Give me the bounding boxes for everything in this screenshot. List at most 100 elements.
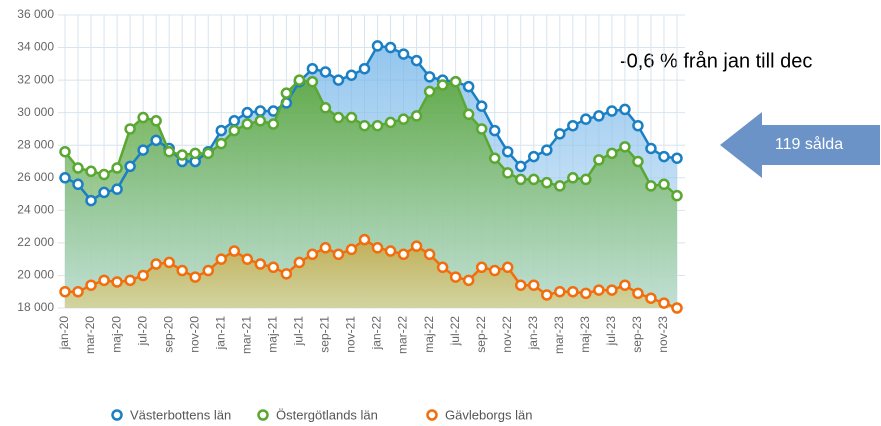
point xyxy=(541,176,553,189)
point xyxy=(267,261,280,274)
point xyxy=(488,152,501,164)
point xyxy=(423,248,436,261)
point xyxy=(332,74,345,86)
point xyxy=(671,152,683,164)
y-tick-label: 28 000 xyxy=(17,137,54,151)
point xyxy=(228,245,241,257)
point xyxy=(645,292,657,304)
point xyxy=(371,40,384,52)
legend-marker xyxy=(111,409,123,421)
point xyxy=(606,147,618,160)
point xyxy=(658,297,670,309)
point xyxy=(137,111,149,124)
legend-label: Västerbottens län xyxy=(130,407,231,422)
y-tick-label: 18 000 xyxy=(17,300,54,314)
point xyxy=(541,289,553,301)
x-tick-label: mar-23 xyxy=(552,316,566,354)
x-tick-label: nov-23 xyxy=(656,316,670,353)
point xyxy=(319,242,332,254)
point xyxy=(541,144,553,156)
point xyxy=(111,162,123,174)
point xyxy=(436,79,449,91)
area xyxy=(65,80,677,308)
point xyxy=(72,178,84,191)
point xyxy=(501,145,514,158)
point xyxy=(176,264,188,277)
y-tick-label: 26 000 xyxy=(17,170,54,184)
x-tick-label: sep-23 xyxy=(630,316,644,353)
point xyxy=(241,106,254,119)
point xyxy=(215,253,228,265)
callout-text: 119 sålda xyxy=(775,135,843,153)
point xyxy=(645,180,657,192)
point xyxy=(124,160,136,173)
y-tick-label: 32 000 xyxy=(17,72,54,86)
point xyxy=(619,279,631,291)
x-tick-label: jan-20 xyxy=(57,316,71,351)
point xyxy=(567,285,579,298)
x-tick-label: maj-23 xyxy=(578,316,592,353)
y-tick-label: 30 000 xyxy=(17,105,54,119)
point xyxy=(671,189,683,202)
point xyxy=(384,41,397,54)
point xyxy=(606,105,618,117)
y-tick-label: 34 000 xyxy=(17,40,54,54)
point xyxy=(501,261,514,274)
point xyxy=(514,279,527,291)
point xyxy=(215,137,228,150)
point xyxy=(345,111,358,124)
point xyxy=(176,149,188,161)
point xyxy=(280,87,293,99)
point xyxy=(241,253,254,265)
point xyxy=(384,116,397,129)
y-tick-label: 22 000 xyxy=(17,235,54,249)
x-tick-label: jul-21 xyxy=(292,316,306,347)
point xyxy=(619,103,631,116)
y-tick-label: 24 000 xyxy=(17,203,54,217)
point xyxy=(202,147,214,160)
point xyxy=(306,62,319,75)
point xyxy=(124,123,136,135)
x-tick-label: nov-22 xyxy=(500,316,514,353)
point xyxy=(475,261,488,274)
x-tick-label: mar-20 xyxy=(83,316,97,354)
x-tick-label: jan-21 xyxy=(213,316,227,351)
point xyxy=(580,113,592,125)
point xyxy=(554,128,566,140)
point xyxy=(606,284,618,296)
point xyxy=(658,178,670,191)
x-tick-label: jul-22 xyxy=(448,316,462,347)
point xyxy=(228,124,241,137)
callout-arrow xyxy=(720,112,880,178)
point xyxy=(189,271,201,283)
point xyxy=(332,111,345,124)
point xyxy=(462,108,475,121)
point xyxy=(72,285,84,298)
point xyxy=(163,145,175,158)
point xyxy=(514,160,527,173)
area xyxy=(65,239,677,308)
point xyxy=(528,279,540,291)
point xyxy=(85,165,97,178)
point xyxy=(332,248,345,261)
point xyxy=(593,110,605,122)
point xyxy=(150,258,162,270)
point xyxy=(111,183,123,195)
point xyxy=(254,258,267,270)
point xyxy=(280,268,293,280)
point xyxy=(189,147,201,160)
point xyxy=(98,274,110,287)
point xyxy=(150,134,162,147)
point xyxy=(59,172,71,184)
x-tick-label: jan-22 xyxy=(370,316,384,351)
point xyxy=(449,75,462,88)
x-tick-label: maj-20 xyxy=(109,316,123,353)
point xyxy=(580,287,592,300)
point xyxy=(85,279,97,291)
x-tick-label: nov-20 xyxy=(187,316,201,353)
point xyxy=(98,186,110,199)
point xyxy=(475,100,488,112)
point xyxy=(528,150,540,163)
point xyxy=(202,264,214,277)
